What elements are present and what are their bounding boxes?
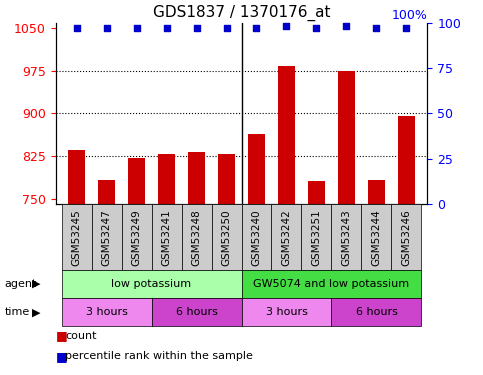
Text: count: count	[65, 331, 97, 340]
Text: low potassium: low potassium	[112, 279, 192, 289]
Text: agent: agent	[5, 279, 37, 289]
Bar	[128, 158, 145, 204]
Text: ■: ■	[56, 350, 67, 363]
Text: ▶: ▶	[32, 279, 41, 289]
Bar	[308, 180, 325, 204]
Point	[72, 25, 80, 31]
Text: 6 hours: 6 hours	[355, 307, 398, 317]
Point	[193, 25, 200, 31]
Text: ■: ■	[56, 329, 67, 342]
Bar	[158, 154, 175, 204]
Point	[253, 25, 260, 31]
Bar	[278, 66, 295, 204]
Text: GSM53243: GSM53243	[341, 209, 352, 266]
Point	[163, 25, 170, 31]
Point	[223, 25, 230, 31]
Bar	[68, 150, 85, 204]
Text: percentile rank within the sample: percentile rank within the sample	[65, 351, 253, 361]
Point	[133, 25, 141, 31]
Title: GDS1837 / 1370176_at: GDS1837 / 1370176_at	[153, 5, 330, 21]
Text: GSM53241: GSM53241	[161, 209, 171, 266]
Bar	[218, 154, 235, 204]
Text: 3 hours: 3 hours	[85, 307, 128, 317]
Text: GSM53246: GSM53246	[401, 209, 412, 266]
Bar	[398, 116, 415, 204]
Point	[283, 23, 290, 29]
Bar	[248, 135, 265, 204]
Point	[372, 25, 380, 31]
Text: 3 hours: 3 hours	[266, 307, 307, 317]
Point	[103, 25, 111, 31]
Text: GSM53242: GSM53242	[282, 209, 291, 266]
Text: ▶: ▶	[32, 307, 41, 317]
Text: 6 hours: 6 hours	[176, 307, 217, 317]
Text: GW5074 and low potassium: GW5074 and low potassium	[254, 279, 410, 289]
Text: 100%: 100%	[392, 9, 427, 22]
Text: GSM53250: GSM53250	[222, 209, 231, 266]
Bar	[368, 180, 385, 204]
Text: GSM53251: GSM53251	[312, 209, 322, 266]
Text: GSM53247: GSM53247	[101, 209, 112, 266]
Text: GSM53249: GSM53249	[131, 209, 142, 266]
Text: GSM53245: GSM53245	[71, 209, 82, 266]
Bar	[98, 180, 115, 204]
Bar	[188, 152, 205, 204]
Text: GSM53240: GSM53240	[252, 209, 261, 266]
Text: time: time	[5, 307, 30, 317]
Text: GSM53248: GSM53248	[192, 209, 201, 266]
Point	[313, 25, 320, 31]
Bar	[338, 71, 355, 204]
Text: GSM53244: GSM53244	[371, 209, 382, 266]
Point	[342, 23, 350, 29]
Point	[403, 25, 411, 31]
